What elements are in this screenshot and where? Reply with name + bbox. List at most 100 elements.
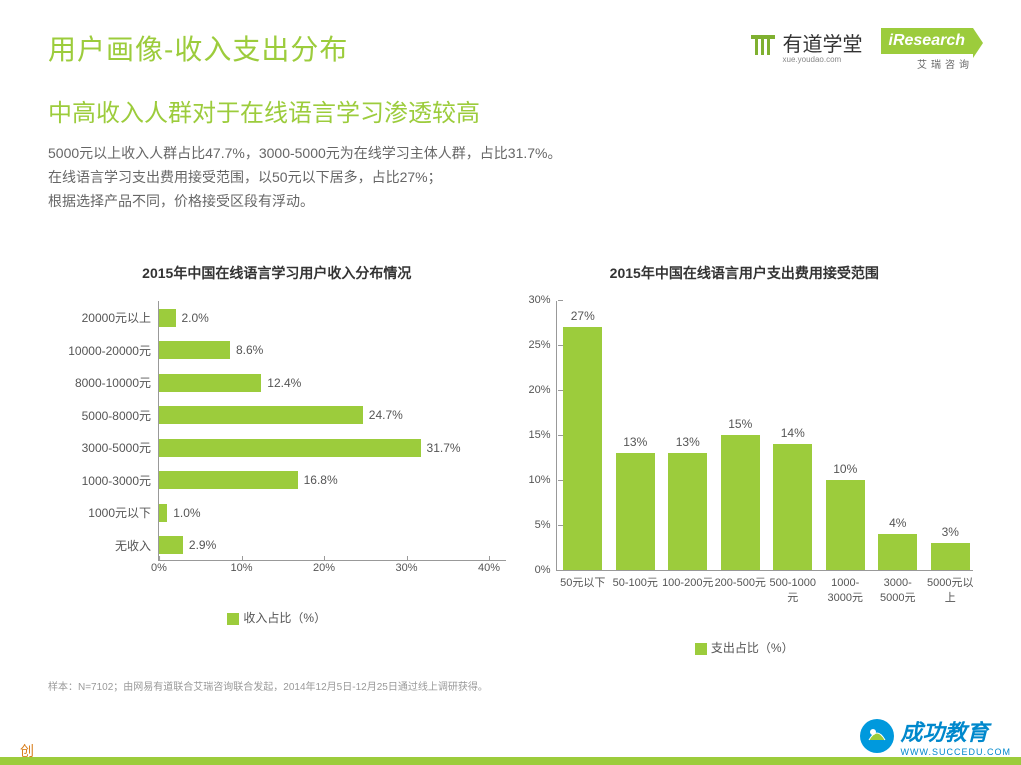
income-bar <box>159 309 176 327</box>
spending-chart: 2015年中国在线语言用户支出费用接受范围 0% 5% 10% 15% 20% 25% 30… <box>516 263 974 656</box>
income-category-label: 20000元以上 <box>82 309 159 326</box>
income-chart-title: 2015年中国在线语言学习用户收入分布情况 <box>48 263 506 283</box>
spending-chart-title: 2015年中国在线语言用户支出费用接受范围 <box>516 263 974 283</box>
bottom-accent: 创 <box>20 741 34 761</box>
description: 5000元以上收入人群占比47.7%，3000-5000元为在线学习主体人群，占… <box>48 142 973 213</box>
spending-category-label: 200-500元 <box>714 570 767 590</box>
income-category-label: 10000-20000元 <box>68 342 159 359</box>
spending-category-label: 100-200元 <box>662 570 715 590</box>
spending-bar-value: 15% <box>728 417 752 431</box>
income-bar-row: 8000-10000元12.4% <box>159 373 301 393</box>
desc-line: 根据选择产品不同，价格接受区段有浮动。 <box>48 190 973 214</box>
youdao-name: 有道学堂 <box>783 34 863 56</box>
spending-y-tick: 10% <box>528 474 556 486</box>
spending-bar-value: 10% <box>833 462 857 476</box>
income-x-tick: 40% <box>478 562 500 574</box>
footnote: 样本：N=7102；由网易有道联合艾瑞咨询联合发起，2014年12月5日-12月… <box>48 678 973 693</box>
subtitle: 中高收入人群对于在线语言学习渗透较高 <box>48 93 973 128</box>
income-bar-row: 无收入2.9% <box>159 535 216 555</box>
income-category-label: 8000-10000元 <box>75 374 159 391</box>
income-bar <box>159 374 261 392</box>
income-bar-value: 12.4% <box>267 376 301 390</box>
iresearch-cn: 艾瑞咨询 <box>917 56 973 71</box>
watermark-brand: 成功教育 <box>901 720 989 745</box>
spending-y-tick: 5% <box>535 519 557 531</box>
income-bar <box>159 471 298 489</box>
spending-y-tick: 20% <box>528 384 556 396</box>
spending-bar-value: 27% <box>571 309 595 323</box>
youdao-url: xue.youdao.com <box>783 55 863 64</box>
income-legend-label: 收入占比（%） <box>243 611 326 625</box>
income-chart: 2015年中国在线语言学习用户收入分布情况 20000元以上2.0%10000-… <box>48 263 506 656</box>
income-legend: 收入占比（%） <box>48 609 506 626</box>
spending-bar: 13% <box>668 453 707 570</box>
income-x-tick: 10% <box>230 562 252 574</box>
spending-bar-value: 4% <box>889 516 906 530</box>
youdao-icon <box>749 33 777 59</box>
legend-swatch <box>695 643 707 655</box>
income-bar-row: 20000元以上2.0% <box>159 308 209 328</box>
spending-y-tick: 0% <box>535 564 557 576</box>
header: 用户画像-收入支出分布 有道学堂 xue.youdao.com iResearc… <box>48 28 973 71</box>
spending-bar: 27% <box>563 327 602 570</box>
spending-bar-value: 13% <box>623 435 647 449</box>
income-category-label: 3000-5000元 <box>82 439 159 456</box>
income-bar <box>159 504 167 522</box>
income-bar-row: 10000-20000元8.6% <box>159 340 263 360</box>
spending-category-label: 50元以下 <box>557 570 610 590</box>
spending-category-label: 500-1000元 <box>767 570 820 605</box>
income-category-label: 无收入 <box>115 537 159 554</box>
spending-y-tick: 25% <box>528 339 556 351</box>
income-bar-value: 16.8% <box>304 473 338 487</box>
income-bar-row: 5000-8000元24.7% <box>159 405 403 425</box>
income-bar-value: 8.6% <box>236 343 263 357</box>
iresearch-logo: iResearch 艾瑞咨询 <box>881 28 974 71</box>
income-bar-row: 1000-3000元16.8% <box>159 470 338 490</box>
income-bar-value: 24.7% <box>369 408 403 422</box>
spending-bar-value: 13% <box>676 435 700 449</box>
iresearch-name: iResearch <box>881 28 974 54</box>
spending-category-label: 1000-3000元 <box>819 570 872 605</box>
page-title: 用户画像-收入支出分布 <box>48 28 348 68</box>
income-bar-value: 1.0% <box>173 506 200 520</box>
watermark-url: WWW.SUCCEDU.COM <box>901 747 1012 757</box>
watermark-icon <box>859 718 895 754</box>
spending-y-tick: 15% <box>528 429 556 441</box>
spending-y-tick: 30% <box>528 294 556 306</box>
spending-bar: 10% <box>826 480 865 570</box>
income-category-label: 1000-3000元 <box>82 472 159 489</box>
income-bar <box>159 536 183 554</box>
spending-legend: 支出占比（%） <box>516 639 974 656</box>
income-bar-row: 1000元以下1.0% <box>159 503 201 523</box>
income-bar-value: 2.9% <box>189 538 216 552</box>
watermark: 成功教育 WWW.SUCCEDU.COM <box>859 715 1012 757</box>
spending-bar-value: 3% <box>942 525 959 539</box>
spending-legend-label: 支出占比（%） <box>711 641 794 655</box>
bottom-bar <box>0 757 1021 765</box>
income-bar-value: 2.0% <box>182 311 209 325</box>
logo-group: 有道学堂 xue.youdao.com iResearch 艾瑞咨询 <box>749 28 974 71</box>
income-bar-row: 3000-5000元31.7% <box>159 438 461 458</box>
spending-bar: 14% <box>773 444 812 570</box>
spending-bar: 4% <box>878 534 917 570</box>
income-bar <box>159 439 421 457</box>
income-x-tick: 0% <box>151 562 167 574</box>
desc-line: 在线语言学习支出费用接受范围，以50元以下居多，占比27%； <box>48 166 973 190</box>
legend-swatch <box>227 613 239 625</box>
income-bar <box>159 406 363 424</box>
income-bar <box>159 341 230 359</box>
income-bar-value: 31.7% <box>427 441 461 455</box>
income-x-tick: 20% <box>313 562 335 574</box>
income-category-label: 5000-8000元 <box>82 407 159 424</box>
youdao-logo: 有道学堂 xue.youdao.com <box>749 28 863 64</box>
spending-bar: 13% <box>616 453 655 570</box>
spending-bar: 15% <box>721 435 760 570</box>
spending-category-label: 5000元以上 <box>924 570 977 605</box>
income-category-label: 1000元以下 <box>88 504 159 521</box>
desc-line: 5000元以上收入人群占比47.7%，3000-5000元为在线学习主体人群，占… <box>48 142 973 166</box>
spending-category-label: 50-100元 <box>609 570 662 590</box>
spending-category-label: 3000-5000元 <box>872 570 925 605</box>
spending-bar: 3% <box>931 543 970 570</box>
income-x-tick: 30% <box>395 562 417 574</box>
spending-bar-value: 14% <box>781 426 805 440</box>
